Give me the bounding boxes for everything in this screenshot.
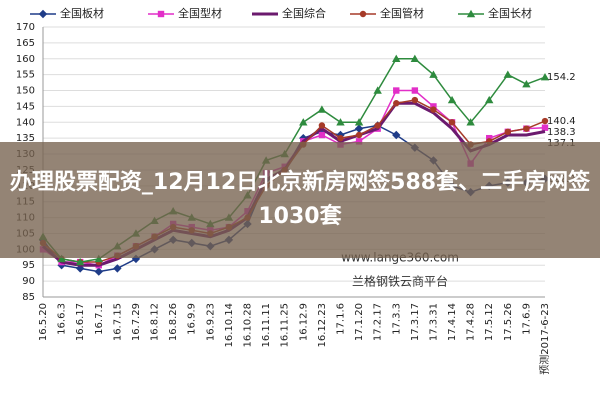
y-tick-label: 160: [16, 54, 35, 65]
x-tick-label: 16.7.15: [112, 303, 123, 341]
x-tick-label: 17.4.28: [466, 303, 477, 341]
data-point: [504, 128, 512, 136]
legend-label: 全国型材: [178, 6, 222, 20]
data-point: [393, 100, 400, 107]
legend-label: 全国综合: [282, 6, 326, 20]
x-tick-label: 17.1.20: [354, 303, 365, 341]
y-tick-label: 170: [16, 22, 35, 33]
legend-marker: [359, 10, 367, 18]
y-tick-label: 135: [16, 133, 35, 144]
legend-label: 全国管材: [380, 6, 424, 20]
x-tick-label: 16.9.23: [205, 303, 216, 341]
data-point: [355, 131, 363, 139]
data-point: [503, 70, 513, 78]
data-point: [541, 124, 549, 131]
x-tick-label: 16.6.17: [75, 303, 86, 341]
x-tick-label: 17.3.17: [410, 303, 421, 341]
x-tick-label: 16.12.23: [317, 303, 328, 348]
data-point: [447, 95, 457, 104]
data-point: [540, 72, 550, 81]
x-tick-label: 16.10.14: [224, 303, 235, 348]
data-point: [392, 130, 401, 140]
data-point: [57, 254, 66, 263]
data-point: [373, 86, 382, 94]
data-point: [522, 79, 531, 88]
x-tick-label: 16.11.11: [261, 303, 272, 348]
data-point: [113, 264, 122, 273]
x-tick-label: 16.12.9: [298, 303, 309, 341]
y-tick-label: 145: [16, 101, 35, 112]
x-tick-label: 16.11.25: [280, 303, 291, 348]
data-point: [392, 54, 401, 62]
data-point: [94, 267, 103, 276]
y-tick-label: 165: [16, 38, 35, 49]
x-tick-label: 16.9.9: [187, 303, 198, 335]
legend-marker: [38, 9, 48, 19]
x-tick-label: 17.1.6: [335, 303, 346, 335]
x-tick-label: 17.5.26: [503, 303, 514, 341]
data-point: [355, 138, 363, 145]
y-tick-label: 140: [16, 117, 35, 128]
data-point: [485, 95, 494, 104]
data-point: [75, 257, 85, 266]
x-tick-label: 17.6.9: [521, 303, 532, 335]
x-tick-label: 预测2017-6-23: [538, 303, 551, 375]
legend-marker: [466, 9, 476, 18]
data-point: [410, 54, 420, 62]
data-point: [448, 119, 456, 126]
x-tick-label: 17.3.31: [428, 303, 439, 341]
legend-label: 全国板材: [60, 6, 104, 20]
y-tick-label: 150: [16, 86, 35, 97]
data-point: [317, 105, 327, 113]
data-point: [336, 118, 345, 126]
data-point: [354, 118, 364, 126]
watermark: 兰格钢铁云商平台: [352, 274, 448, 289]
legend-label: 全国长材: [488, 6, 532, 20]
data-point: [466, 118, 475, 126]
data-point: [354, 124, 364, 133]
data-point: [523, 125, 530, 132]
data-point: [541, 117, 549, 125]
x-tick-label: 17.3.3: [391, 303, 402, 335]
end-value-label: 154.2: [547, 72, 576, 83]
y-tick-label: 85: [22, 292, 35, 303]
x-tick-label: 16.7.1: [94, 303, 105, 335]
x-tick-label: 16.6.3: [57, 303, 68, 335]
x-tick-label: 16.8.12: [150, 303, 161, 341]
data-point: [337, 134, 344, 142]
banner: 办理股票配资_12月12日北京新房网签588套、二手房网签1030套: [0, 142, 600, 258]
x-tick-label: 17.2.17: [373, 303, 384, 341]
end-value-label: 138.3: [547, 127, 576, 138]
data-point: [318, 131, 326, 139]
data-point: [94, 254, 103, 263]
data-point: [374, 122, 381, 129]
x-tick-label: 17.5.12: [484, 303, 495, 341]
x-tick-label: 16.8.26: [168, 303, 179, 341]
data-point: [429, 70, 438, 78]
x-tick-label: 16.7.29: [131, 303, 142, 341]
data-point: [299, 118, 308, 126]
y-tick-label: 155: [16, 70, 35, 81]
data-point: [430, 106, 437, 113]
x-tick-label: 16.5.20: [38, 303, 49, 341]
legend-marker: [157, 10, 165, 18]
data-point: [411, 96, 419, 104]
y-tick-label: 95: [22, 260, 35, 271]
data-point: [318, 122, 326, 129]
y-tick-label: 90: [22, 276, 35, 287]
data-point: [393, 87, 400, 94]
x-tick-label: 17.4.14: [447, 303, 458, 341]
end-value-label: 140.4: [547, 116, 576, 127]
x-tick-label: 16.10.28: [243, 303, 254, 348]
data-point: [411, 87, 419, 94]
